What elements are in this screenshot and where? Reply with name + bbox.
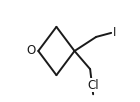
Text: O: O: [27, 44, 36, 58]
Text: I: I: [113, 26, 116, 39]
Text: Cl: Cl: [87, 79, 99, 92]
